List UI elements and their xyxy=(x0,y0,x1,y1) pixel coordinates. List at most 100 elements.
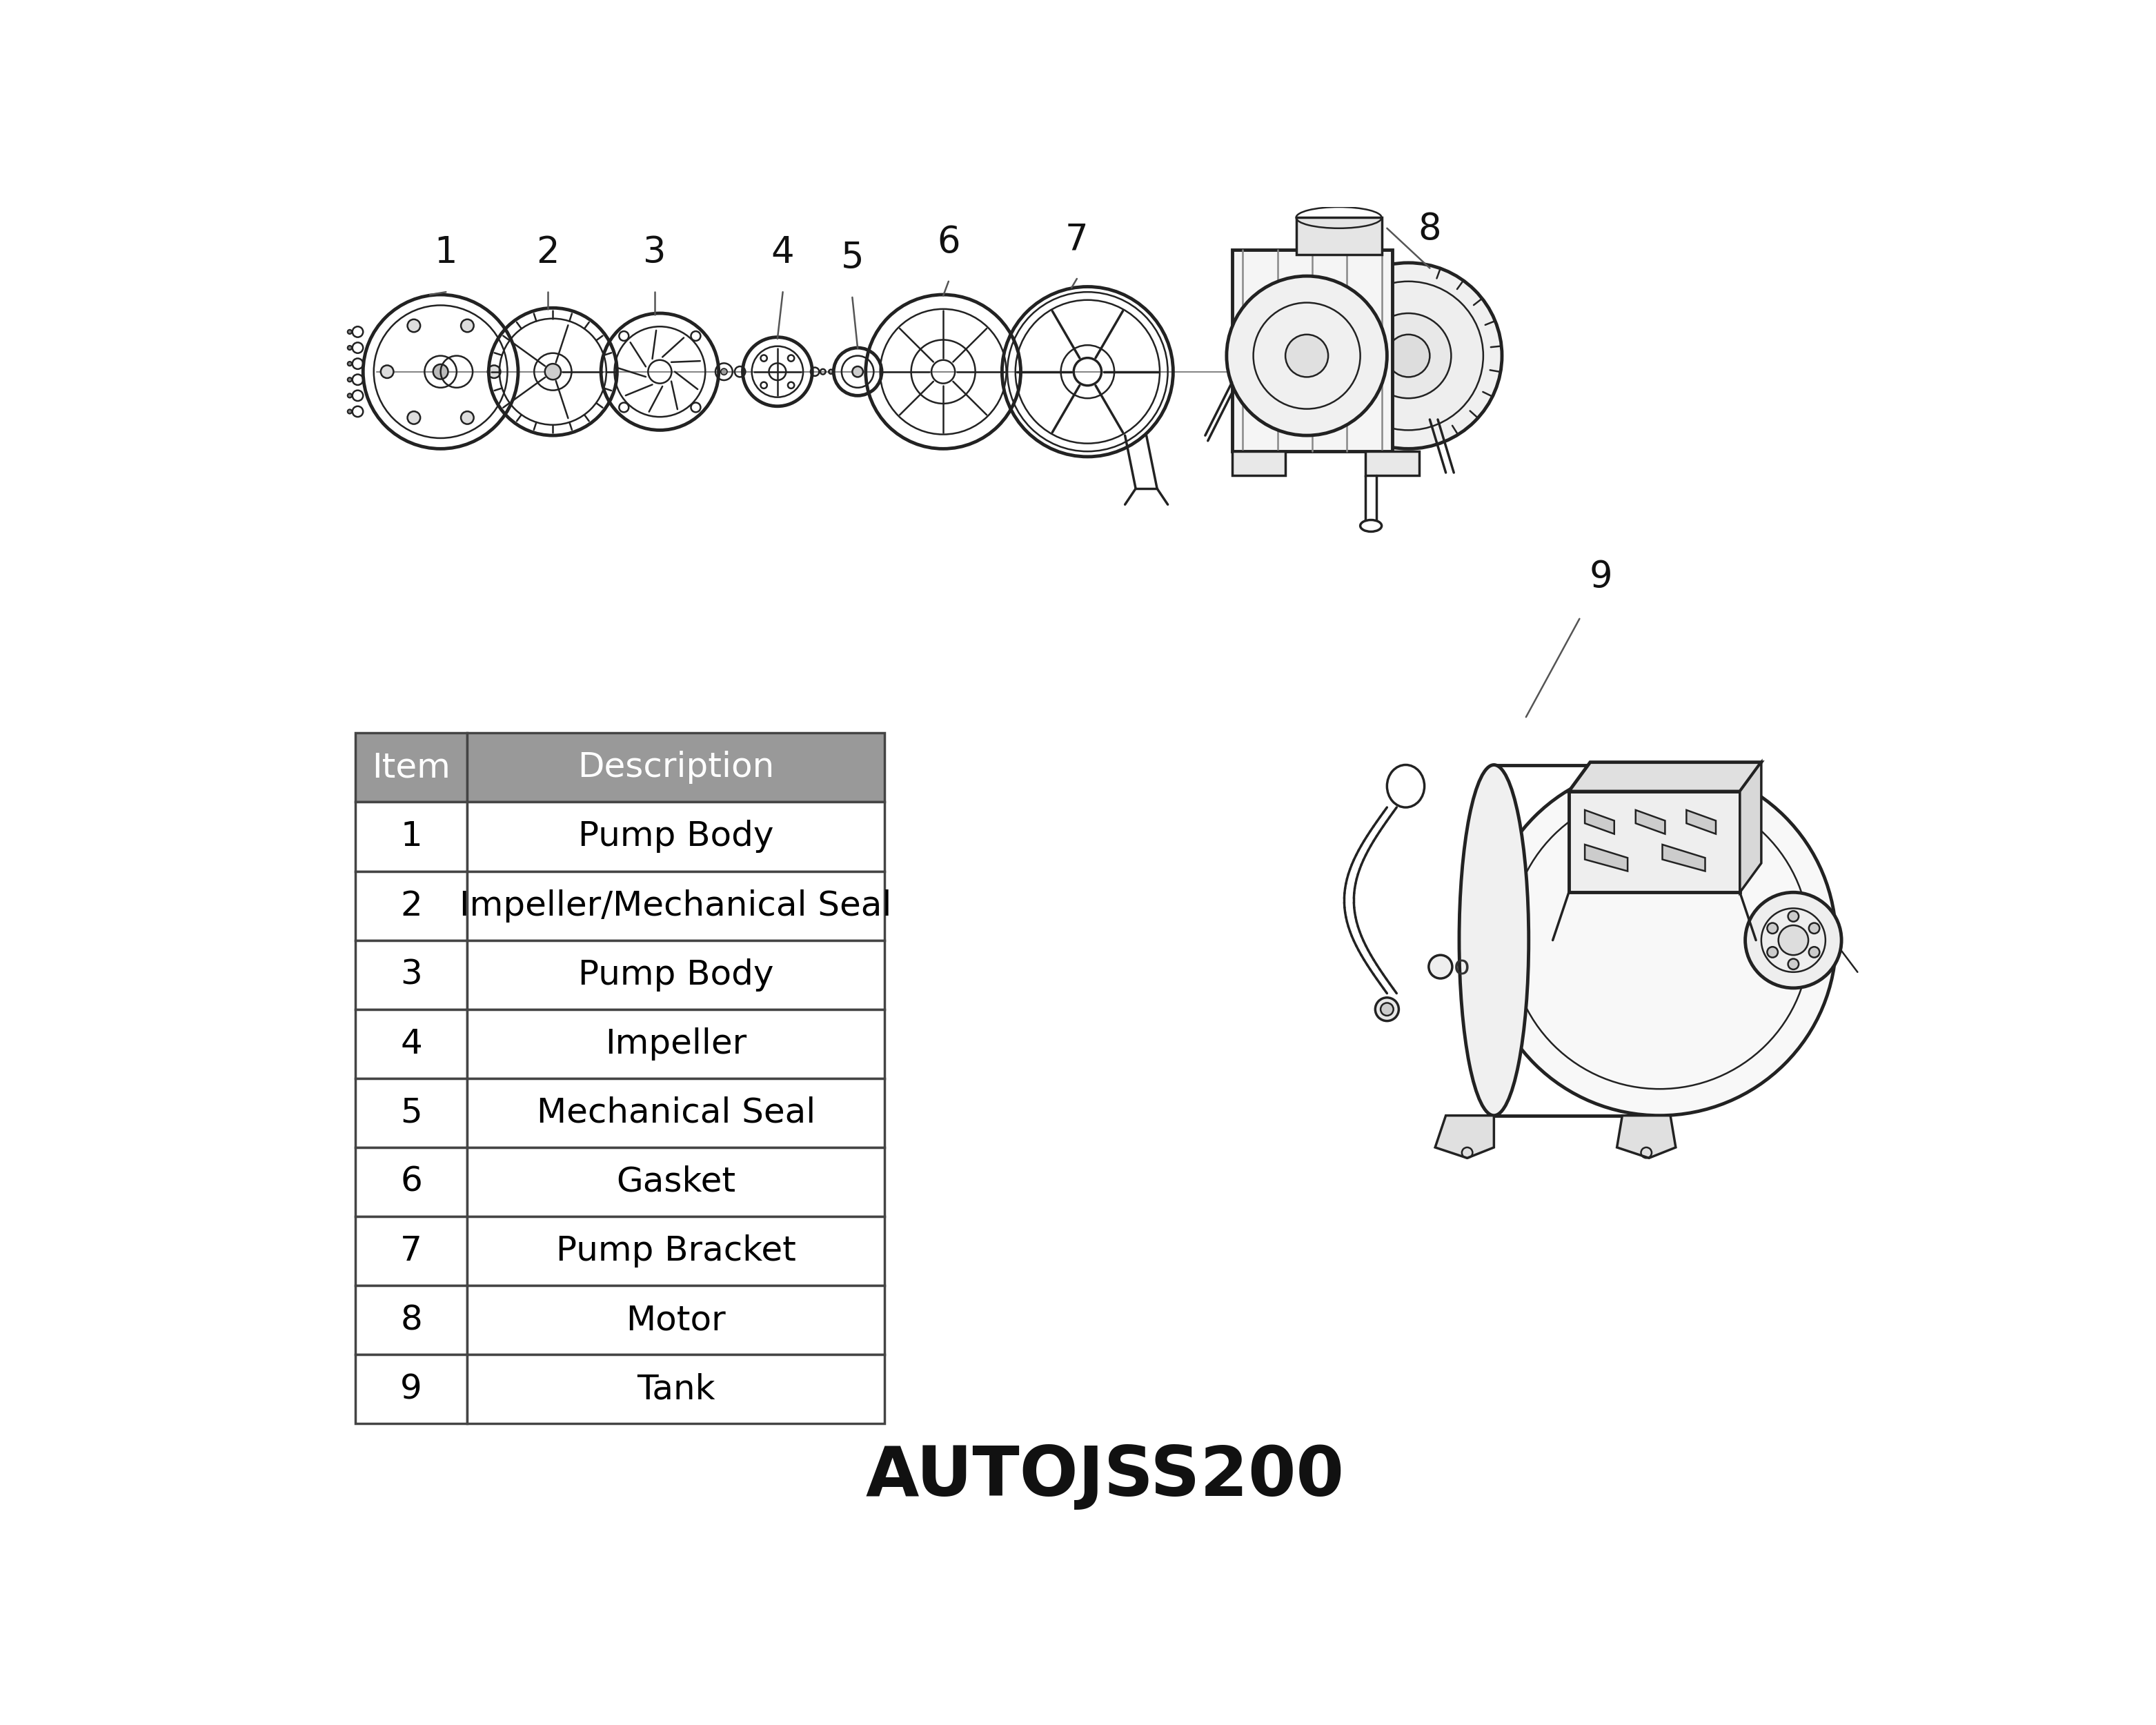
Bar xyxy=(356,871,468,940)
Polygon shape xyxy=(1585,845,1628,871)
Circle shape xyxy=(1227,276,1386,435)
Text: 6: 6 xyxy=(938,224,959,260)
Bar xyxy=(1365,452,1419,476)
Text: o: o xyxy=(1453,954,1470,980)
Circle shape xyxy=(1386,335,1429,378)
Circle shape xyxy=(1335,281,1483,430)
Text: AUTOJSS200: AUTOJSS200 xyxy=(865,1444,1343,1511)
Text: 1: 1 xyxy=(433,235,457,271)
Text: 4: 4 xyxy=(772,235,793,271)
Bar xyxy=(356,940,468,1009)
Text: Pump Body: Pump Body xyxy=(578,957,774,992)
Text: 3: 3 xyxy=(401,957,423,992)
Bar xyxy=(468,871,884,940)
Circle shape xyxy=(1787,911,1798,921)
Text: 2: 2 xyxy=(537,235,558,271)
Polygon shape xyxy=(1662,845,1705,871)
Polygon shape xyxy=(1231,250,1393,452)
Bar xyxy=(468,1216,884,1285)
Circle shape xyxy=(461,319,474,333)
Bar xyxy=(468,940,884,1009)
Circle shape xyxy=(1483,764,1837,1116)
Polygon shape xyxy=(1570,762,1761,792)
Circle shape xyxy=(461,411,474,424)
Bar xyxy=(356,802,468,871)
Polygon shape xyxy=(1585,811,1615,833)
Circle shape xyxy=(1779,925,1809,956)
Bar xyxy=(356,1009,468,1078)
Bar xyxy=(356,733,468,802)
Text: Motor: Motor xyxy=(625,1304,727,1337)
Circle shape xyxy=(382,366,395,378)
Text: Pump Bracket: Pump Bracket xyxy=(556,1235,796,1268)
Polygon shape xyxy=(1740,762,1761,892)
Circle shape xyxy=(545,364,561,379)
Text: 9: 9 xyxy=(401,1373,423,1406)
Bar xyxy=(356,1354,468,1423)
Circle shape xyxy=(1768,947,1779,957)
Circle shape xyxy=(407,411,420,424)
Circle shape xyxy=(1744,892,1841,988)
Circle shape xyxy=(1365,314,1451,398)
Bar xyxy=(468,1354,884,1423)
Circle shape xyxy=(852,366,862,378)
Text: Gasket: Gasket xyxy=(617,1166,735,1199)
Circle shape xyxy=(347,393,351,398)
Text: 7: 7 xyxy=(401,1235,423,1268)
Bar xyxy=(356,1147,468,1216)
Circle shape xyxy=(347,409,351,414)
Circle shape xyxy=(347,362,351,366)
Circle shape xyxy=(1809,947,1820,957)
Text: 5: 5 xyxy=(841,240,865,276)
Ellipse shape xyxy=(1460,764,1529,1116)
Text: 3: 3 xyxy=(642,235,666,271)
Circle shape xyxy=(720,369,727,374)
Circle shape xyxy=(1768,923,1779,933)
Polygon shape xyxy=(1617,1116,1675,1157)
Circle shape xyxy=(487,366,500,378)
Text: 8: 8 xyxy=(1419,210,1442,247)
Text: Description: Description xyxy=(578,750,774,785)
Circle shape xyxy=(1787,959,1798,969)
Text: 5: 5 xyxy=(401,1097,423,1130)
Bar xyxy=(356,1216,468,1285)
Bar xyxy=(468,1078,884,1147)
Circle shape xyxy=(1285,335,1328,378)
Bar xyxy=(468,802,884,871)
Text: 8: 8 xyxy=(401,1304,423,1337)
Circle shape xyxy=(347,345,351,350)
Text: Impeller/Mechanical Seal: Impeller/Mechanical Seal xyxy=(459,888,893,923)
Text: Mechanical Seal: Mechanical Seal xyxy=(537,1097,815,1130)
Circle shape xyxy=(1380,1002,1393,1016)
Bar xyxy=(356,1285,468,1354)
Text: 2: 2 xyxy=(401,888,423,923)
Text: Item: Item xyxy=(373,750,451,785)
Bar xyxy=(468,733,884,802)
Text: Tank: Tank xyxy=(636,1373,716,1406)
Bar xyxy=(468,1009,884,1078)
Circle shape xyxy=(1809,923,1820,933)
Circle shape xyxy=(1315,262,1503,448)
Circle shape xyxy=(1429,956,1453,978)
Polygon shape xyxy=(1686,811,1716,833)
Bar xyxy=(468,1147,884,1216)
Bar xyxy=(468,1285,884,1354)
Polygon shape xyxy=(1636,811,1664,833)
Text: Impeller: Impeller xyxy=(606,1026,746,1061)
Bar xyxy=(1296,217,1382,255)
Bar xyxy=(356,1078,468,1147)
Bar xyxy=(1231,452,1285,476)
Polygon shape xyxy=(1570,792,1740,892)
Circle shape xyxy=(1376,997,1399,1021)
Text: 4: 4 xyxy=(401,1026,423,1061)
Text: 9: 9 xyxy=(1589,559,1613,595)
Circle shape xyxy=(347,378,351,381)
Polygon shape xyxy=(1436,1116,1494,1157)
Text: Pump Body: Pump Body xyxy=(578,819,774,854)
Text: 6: 6 xyxy=(401,1166,423,1199)
Circle shape xyxy=(433,364,448,379)
Circle shape xyxy=(407,319,420,333)
Text: 7: 7 xyxy=(1065,221,1089,257)
Circle shape xyxy=(347,329,351,335)
Text: 1: 1 xyxy=(401,819,423,854)
